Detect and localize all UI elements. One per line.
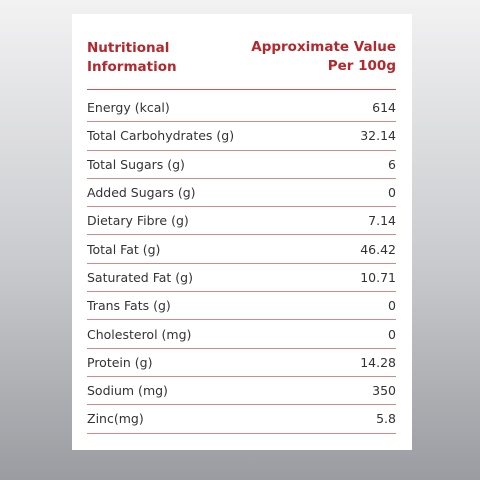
table-row: Trans Fats (g) 0 — [87, 292, 396, 321]
nutrient-value: 10.71 — [360, 269, 396, 285]
nutrient-name: Total Fat (g) — [87, 241, 161, 257]
header-title: Nutritional Information — [87, 40, 177, 75]
nutrient-value: 614 — [372, 100, 396, 116]
table-row: Sodium (mg) 350 — [87, 377, 396, 406]
nutrient-name: Sodium (mg) — [87, 383, 168, 399]
nutrient-value: 0 — [388, 185, 396, 201]
table-header: Nutritional Information Approximate Valu… — [87, 38, 396, 90]
nutrient-value: 0 — [388, 298, 396, 314]
table-row: Total Sugars (g) 6 — [87, 151, 396, 179]
table-body: Energy (kcal) 614 Total Carbohydrates (g) 3… — [87, 94, 396, 434]
nutrient-value: 7.14 — [368, 213, 396, 229]
table-row: Dietary Fibre (g) 7.14 — [87, 207, 396, 236]
nutrient-name: Cholesterol (mg) — [87, 326, 192, 342]
nutrient-name: Saturated Fat (g) — [87, 269, 193, 285]
table-row: Total Carbohydrates (g) 32.14 — [87, 122, 396, 151]
nutrient-name: Total Sugars (g) — [87, 156, 185, 172]
nutrient-value: 350 — [372, 383, 396, 399]
table-row: Total Fat (g) 46.42 — [87, 235, 396, 264]
table-row: Cholesterol (mg) 0 — [87, 320, 396, 349]
nutrient-name: Energy (kcal) — [87, 100, 170, 116]
nutrient-value: 5.8 — [376, 411, 396, 427]
nutrient-name: Zinc(mg) — [87, 411, 144, 427]
nutrient-value: 0 — [388, 326, 396, 342]
nutrient-name: Total Carbohydrates (g) — [87, 128, 235, 144]
nutrient-name: Added Sugars (g) — [87, 185, 196, 201]
table-row: Zinc(mg) 5.8 — [87, 405, 396, 434]
nutrient-name: Trans Fats (g) — [87, 298, 171, 314]
table-row: Protein (g) 14.28 — [87, 349, 396, 377]
nutrient-value: 32.14 — [360, 128, 396, 144]
nutrient-value: 14.28 — [360, 354, 396, 370]
nutrient-name: Protein (g) — [87, 354, 153, 370]
table-row: Energy (kcal) 614 — [87, 94, 396, 123]
nutrient-value: 46.42 — [360, 241, 396, 257]
table-row: Saturated Fat (g) 10.71 — [87, 264, 396, 293]
nutrition-card: Nutritional Information Approximate Valu… — [72, 14, 412, 450]
nutrient-name: Dietary Fibre (g) — [87, 213, 189, 229]
nutrient-value: 6 — [388, 156, 396, 172]
header-value-heading: Approximate Value Per 100g — [251, 39, 396, 74]
table-row: Added Sugars (g) 0 — [87, 179, 396, 208]
